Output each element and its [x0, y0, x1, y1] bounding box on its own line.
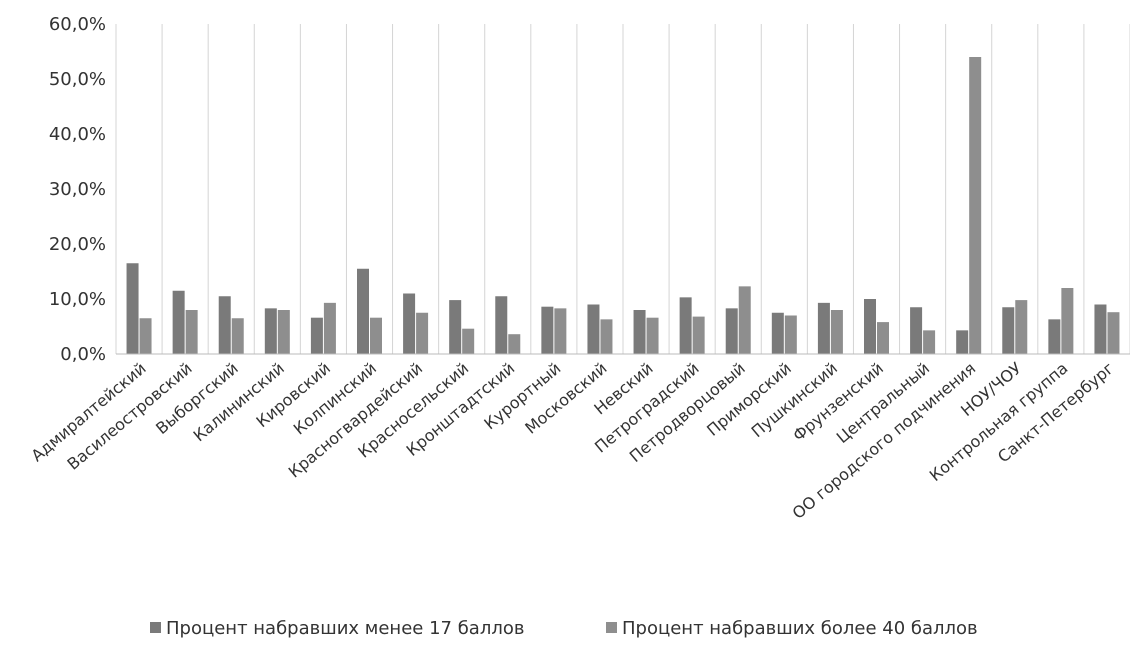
- bar-above-40: [277, 310, 290, 354]
- y-tick-label: 40,0%: [49, 124, 106, 145]
- bar-below-17: [264, 308, 277, 354]
- bar-below-17: [357, 268, 369, 354]
- bar-above-40: [370, 317, 382, 354]
- bar-below-17: [587, 304, 600, 354]
- bar-below-17: [1048, 319, 1061, 354]
- bar-below-17: [771, 312, 784, 354]
- bar-below-17: [956, 330, 969, 354]
- bar-below-17: [126, 263, 139, 354]
- bar-above-40: [185, 310, 198, 354]
- y-tick-label: 50,0%: [49, 69, 106, 90]
- bar-above-40: [923, 330, 936, 354]
- bar-above-40: [554, 308, 567, 354]
- bar-below-17: [1002, 307, 1015, 354]
- bar-above-40: [830, 310, 843, 354]
- bar-below-17: [817, 302, 830, 354]
- bar-above-40: [508, 334, 521, 354]
- y-tick-label: 10,0%: [49, 289, 106, 310]
- bar-below-17: [310, 317, 323, 354]
- category-separators: [115, 24, 1130, 354]
- bar-below-17: [495, 296, 508, 354]
- bar-above-40: [1107, 312, 1120, 354]
- bar-above-40: [646, 317, 659, 354]
- legend: Процент набравших менее 17 баллов Процент…: [150, 618, 978, 639]
- bar-above-40: [1061, 288, 1074, 354]
- bar-below-17: [403, 293, 416, 354]
- bar-above-40: [877, 322, 889, 354]
- y-tick-label: 30,0%: [49, 179, 106, 200]
- bar-below-17: [864, 299, 876, 354]
- bar-above-40: [738, 286, 751, 354]
- bar-below-17: [1094, 304, 1107, 354]
- bar-above-40: [600, 319, 613, 354]
- bar-below-17: [541, 306, 554, 354]
- legend-swatch: [150, 622, 161, 633]
- bar-below-17: [172, 290, 185, 354]
- bar-below-17: [910, 307, 923, 354]
- bar-above-40: [692, 316, 705, 354]
- bar-above-40: [969, 57, 982, 354]
- y-tick-label: 20,0%: [49, 234, 106, 255]
- bar-above-40: [1015, 300, 1028, 354]
- y-tick-label: 0,0%: [60, 344, 106, 365]
- bars: [126, 57, 1120, 354]
- bar-above-40: [139, 318, 152, 354]
- x-axis: АдмиралтейскийВасилеостровскийВыборгский…: [27, 353, 1130, 523]
- bar-below-17: [725, 308, 738, 354]
- bar-below-17: [218, 296, 231, 354]
- legend-swatch: [606, 622, 617, 633]
- legend-label: Процент набравших менее 17 баллов: [166, 618, 524, 639]
- bar-above-40: [416, 312, 429, 354]
- bar-above-40: [231, 318, 244, 354]
- bar-above-40: [462, 328, 475, 354]
- bar-above-40: [323, 302, 336, 354]
- y-tick-label: 60,0%: [49, 14, 106, 35]
- bar-below-17: [633, 310, 646, 354]
- bar-below-17: [679, 297, 692, 354]
- bar-above-40: [784, 315, 797, 354]
- bar-below-17: [449, 300, 462, 354]
- y-axis: 0,0% 10,0% 20,0% 30,0% 40,0% 50,0% 60,0%: [49, 14, 106, 365]
- legend-label: Процент набравших более 40 баллов: [622, 618, 978, 639]
